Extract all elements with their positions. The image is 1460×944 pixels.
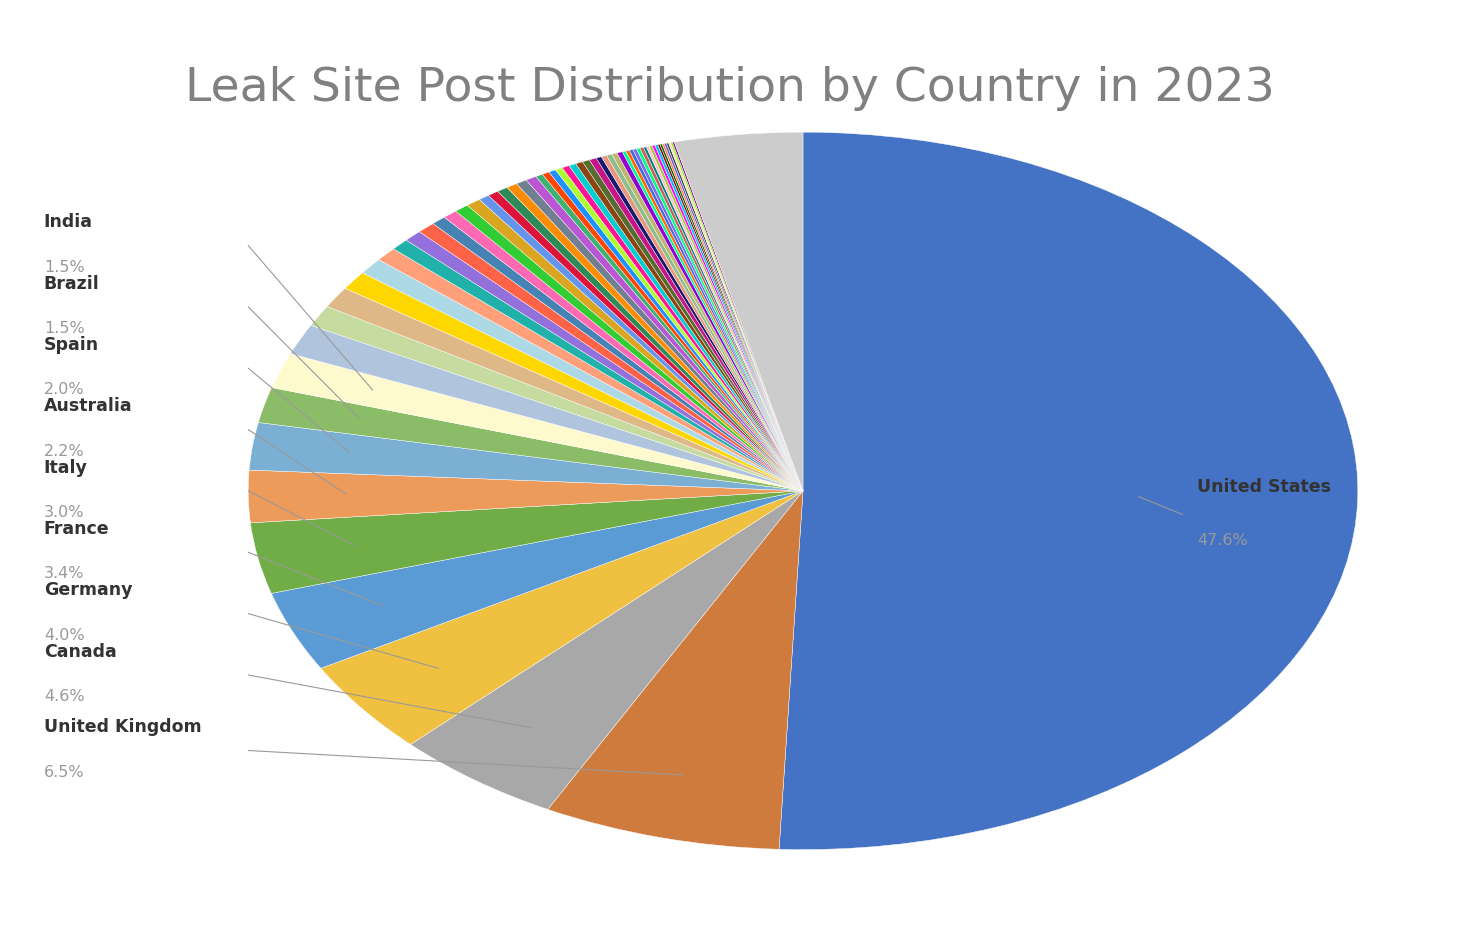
Wedge shape — [248, 470, 803, 523]
Wedge shape — [548, 491, 803, 850]
Wedge shape — [507, 184, 803, 491]
Text: Australia: Australia — [44, 397, 133, 415]
Wedge shape — [321, 491, 803, 745]
Wedge shape — [569, 163, 803, 491]
Text: Canada: Canada — [44, 643, 117, 661]
Wedge shape — [456, 205, 803, 491]
Wedge shape — [632, 149, 803, 491]
Text: France: France — [44, 520, 110, 538]
Wedge shape — [272, 491, 803, 668]
Text: Brazil: Brazil — [44, 275, 99, 293]
Text: 6.5%: 6.5% — [44, 765, 85, 780]
Wedge shape — [479, 195, 803, 491]
Text: 1.5%: 1.5% — [44, 321, 85, 336]
Wedge shape — [419, 224, 803, 491]
Wedge shape — [562, 165, 803, 491]
Wedge shape — [618, 152, 803, 491]
Wedge shape — [272, 354, 803, 491]
Text: 4.0%: 4.0% — [44, 628, 85, 643]
Text: United States: United States — [1197, 478, 1332, 496]
Text: 3.0%: 3.0% — [44, 505, 85, 520]
Text: Spain: Spain — [44, 336, 99, 354]
Text: Italy: Italy — [44, 459, 88, 477]
Wedge shape — [626, 150, 803, 491]
Wedge shape — [311, 307, 803, 491]
Wedge shape — [647, 146, 803, 491]
Wedge shape — [489, 192, 803, 491]
Wedge shape — [406, 231, 803, 491]
Text: Germany: Germany — [44, 582, 133, 599]
Wedge shape — [542, 172, 803, 491]
Wedge shape — [590, 158, 803, 491]
Wedge shape — [258, 388, 803, 491]
Wedge shape — [661, 143, 803, 491]
Wedge shape — [362, 260, 803, 491]
Wedge shape — [444, 211, 803, 491]
Wedge shape — [673, 142, 803, 491]
Wedge shape — [575, 161, 803, 491]
Text: 1.5%: 1.5% — [44, 260, 85, 275]
Wedge shape — [327, 288, 803, 491]
Text: Leak Site Post Distribution by Country in 2023: Leak Site Post Distribution by Country i… — [185, 66, 1275, 111]
Wedge shape — [660, 143, 803, 491]
Wedge shape — [602, 156, 803, 491]
Wedge shape — [670, 143, 803, 491]
Wedge shape — [637, 148, 803, 491]
Wedge shape — [612, 153, 803, 491]
Wedge shape — [622, 151, 803, 491]
Wedge shape — [536, 175, 803, 491]
Text: 2.0%: 2.0% — [44, 382, 85, 397]
Wedge shape — [291, 326, 803, 491]
Text: 47.6%: 47.6% — [1197, 533, 1248, 548]
Wedge shape — [780, 132, 1358, 850]
Wedge shape — [556, 168, 803, 491]
Wedge shape — [410, 491, 803, 809]
Wedge shape — [653, 145, 803, 491]
Text: India: India — [44, 213, 93, 231]
Wedge shape — [549, 170, 803, 491]
Wedge shape — [657, 144, 803, 491]
Wedge shape — [251, 491, 803, 594]
Wedge shape — [250, 423, 803, 491]
Wedge shape — [664, 143, 803, 491]
Wedge shape — [467, 199, 803, 491]
Wedge shape — [583, 160, 803, 491]
Wedge shape — [656, 144, 803, 491]
Text: 4.6%: 4.6% — [44, 689, 85, 704]
Wedge shape — [629, 149, 803, 491]
Wedge shape — [498, 188, 803, 491]
Wedge shape — [517, 180, 803, 491]
Wedge shape — [345, 273, 803, 491]
Wedge shape — [434, 217, 803, 491]
Wedge shape — [666, 143, 803, 491]
Text: 2.2%: 2.2% — [44, 444, 85, 459]
Wedge shape — [526, 177, 803, 491]
Wedge shape — [639, 147, 803, 491]
Wedge shape — [669, 143, 803, 491]
Wedge shape — [644, 146, 803, 491]
Wedge shape — [675, 132, 803, 491]
Text: 3.4%: 3.4% — [44, 566, 85, 582]
Wedge shape — [650, 145, 803, 491]
Text: United Kingdom: United Kingdom — [44, 718, 201, 736]
Wedge shape — [596, 157, 803, 491]
Wedge shape — [394, 240, 803, 491]
Wedge shape — [606, 154, 803, 491]
Wedge shape — [378, 249, 803, 491]
